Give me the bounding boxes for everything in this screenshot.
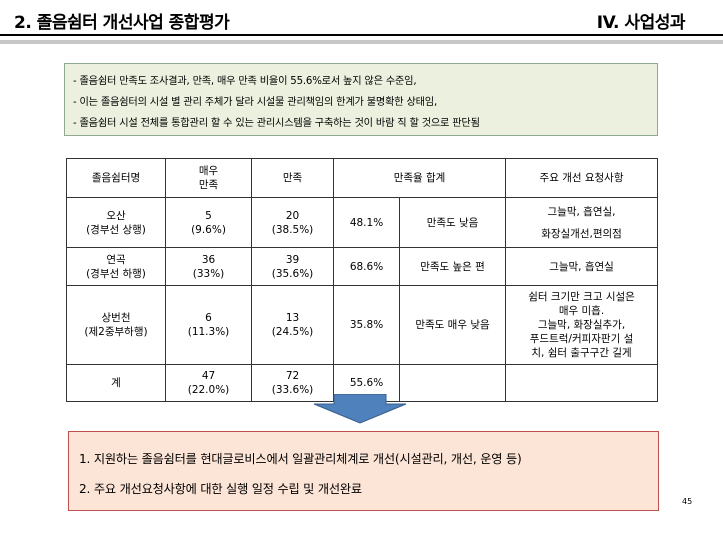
cell-level: 만족도 높은 편: [398, 247, 507, 286]
header-name: 졸음쉼터명: [66, 158, 166, 198]
cell-count: 36: [201, 253, 216, 266]
cell-very-satisfied: 36 (33%): [165, 247, 252, 286]
cell-requests: 쉼터 크기만 크고 시설은 매우 미흡. 그늘막, 화장실추가, 푸드트럭/커피…: [505, 285, 659, 365]
page-number: 45: [682, 497, 693, 506]
cell-rate: 48.1%: [333, 197, 400, 248]
cell-very-satisfied: 6 (11.3%): [165, 285, 252, 365]
cell-percent: (22.0%): [187, 384, 230, 396]
cell-count: 20: [285, 209, 300, 222]
header-divider: [0, 34, 723, 36]
cell-requests: 그늘막, 흡연실, 화장실개선,편의점: [505, 197, 659, 248]
cell-percent: (38.5%): [271, 223, 314, 236]
request-line: 그늘막, 흡연실: [549, 260, 614, 273]
cell-level-empty: [398, 364, 507, 402]
table-row: 오산 (경부선 상행) 5 (9.6%) 20 (38.5%) 48.1% 만족…: [66, 197, 659, 248]
cell-satisfied: 13 (24.5%): [251, 285, 334, 365]
header-very-satisfied: 매우 만족: [165, 158, 252, 198]
table-row: 상번천 (제2중부하행) 6 (11.3%) 13 (24.5%) 35.8% …: [66, 285, 659, 365]
cell-percent: (33%): [192, 267, 225, 280]
section-title: IV. 사업성과: [596, 13, 686, 33]
request-line: 화장실개선,편의점: [541, 227, 622, 240]
cell-name-line1: 연곡: [106, 253, 126, 266]
result-item: 2. 주요 개선요청사항에 대한 실행 일정 수립 및 개선완료: [79, 482, 362, 496]
request-line: 그늘막, 흡연실,: [547, 205, 616, 218]
header-very-satisfied-line1: 매우: [198, 165, 219, 177]
table-row: 연곡 (경부선 하행) 36 (33%) 39 (35.6%) 68.6% 만족…: [66, 247, 659, 286]
request-line: 치, 쉼터 출구구간 길게: [531, 347, 632, 359]
header-very-satisfied-line2: 만족: [198, 179, 219, 191]
cell-requests-empty: [505, 364, 659, 402]
result-item: 1. 지원하는 졸음쉼터를 현대글로비스에서 일괄관리체계로 개선(시설관리, …: [79, 452, 522, 466]
header-sum: 만족율 합계: [332, 158, 507, 198]
table-total-row: 계 47 (22.0%) 72 (33.6%) 55.6%: [66, 364, 659, 402]
header-shadow-bar: [0, 40, 723, 44]
cell-percent: (35.6%): [271, 267, 314, 280]
cell-requests: 그늘막, 흡연실: [505, 247, 659, 286]
cell-percent: (9.6%): [191, 223, 226, 236]
cell-satisfied: 39 (35.6%): [251, 247, 334, 286]
cell-count: 47: [201, 370, 216, 382]
cell-count: 39: [285, 253, 300, 266]
summary-item: - 이는 졸음쉼터의 시설 별 관리 주체가 달라 시설물 관리책임의 한계가 …: [73, 97, 438, 108]
cell-count: 13: [285, 312, 300, 324]
cell-very-satisfied: 5 (9.6%): [165, 197, 252, 248]
cell-level: 만족도 매우 낮음: [398, 285, 507, 365]
cell-name-line1: 오산: [106, 209, 126, 222]
cell-count: 72: [285, 370, 300, 382]
result-box: 1. 지원하는 졸음쉼터를 현대글로비스에서 일괄관리체계로 개선(시설관리, …: [68, 431, 659, 511]
request-line: 그늘막, 화장실추가,: [537, 319, 626, 331]
cell-name: 연곡 (경부선 하행): [66, 247, 166, 286]
cell-percent: (33.6%): [271, 384, 314, 396]
cell-percent: (24.5%): [271, 326, 314, 338]
cell-name-line2: (제2중부하행): [84, 326, 148, 338]
cell-rate: 68.6%: [333, 247, 400, 286]
cell-name-line2: (경부선 하행): [86, 267, 146, 280]
cell-percent: (11.3%): [187, 326, 230, 338]
summary-item: - 졸음쉼터 만족도 조사결과, 만족, 매우 만족 비율이 55.6%로서 높…: [73, 76, 417, 87]
cell-name: 상번천 (제2중부하행): [66, 285, 166, 365]
cell-name-line1: 상번천: [101, 312, 131, 324]
satisfaction-table: 졸음쉼터명 매우 만족 만족 만족율 합계 주요 개선 요청사항 오산 (경부선…: [66, 158, 659, 402]
down-arrow-icon: [313, 394, 407, 424]
table-header-row: 졸음쉼터명 매우 만족 만족 만족율 합계 주요 개선 요청사항: [66, 158, 659, 198]
header-requests: 주요 개선 요청사항: [505, 158, 659, 198]
cell-total-label: 계: [66, 364, 166, 402]
summary-box: - 졸음쉼터 만족도 조사결과, 만족, 매우 만족 비율이 55.6%로서 높…: [64, 63, 658, 136]
cell-satisfied: 72 (33.6%): [251, 364, 334, 402]
cell-satisfied: 20 (38.5%): [251, 197, 334, 248]
cell-rate: 35.8%: [333, 285, 400, 365]
page-title: 2. 졸음쉼터 개선사업 종합평가: [14, 13, 230, 33]
cell-level: 만족도 낮음: [398, 197, 507, 248]
cell-name: 오산 (경부선 상행): [66, 197, 166, 248]
cell-count: 5: [205, 209, 212, 222]
cell-very-satisfied: 47 (22.0%): [165, 364, 252, 402]
request-line: 매우 미흡.: [558, 305, 605, 317]
request-line: 쉼터 크기만 크고 시설은: [528, 291, 635, 303]
cell-count: 6: [205, 312, 212, 324]
request-line: 푸드트럭/커피자판기 설: [529, 333, 634, 345]
summary-item: - 졸음쉼터 시설 전체를 통합관리 할 수 있는 관리시스템을 구축하는 것이…: [73, 118, 480, 129]
header-satisfied: 만족: [251, 158, 334, 198]
cell-name-line2: (경부선 상행): [86, 223, 146, 236]
